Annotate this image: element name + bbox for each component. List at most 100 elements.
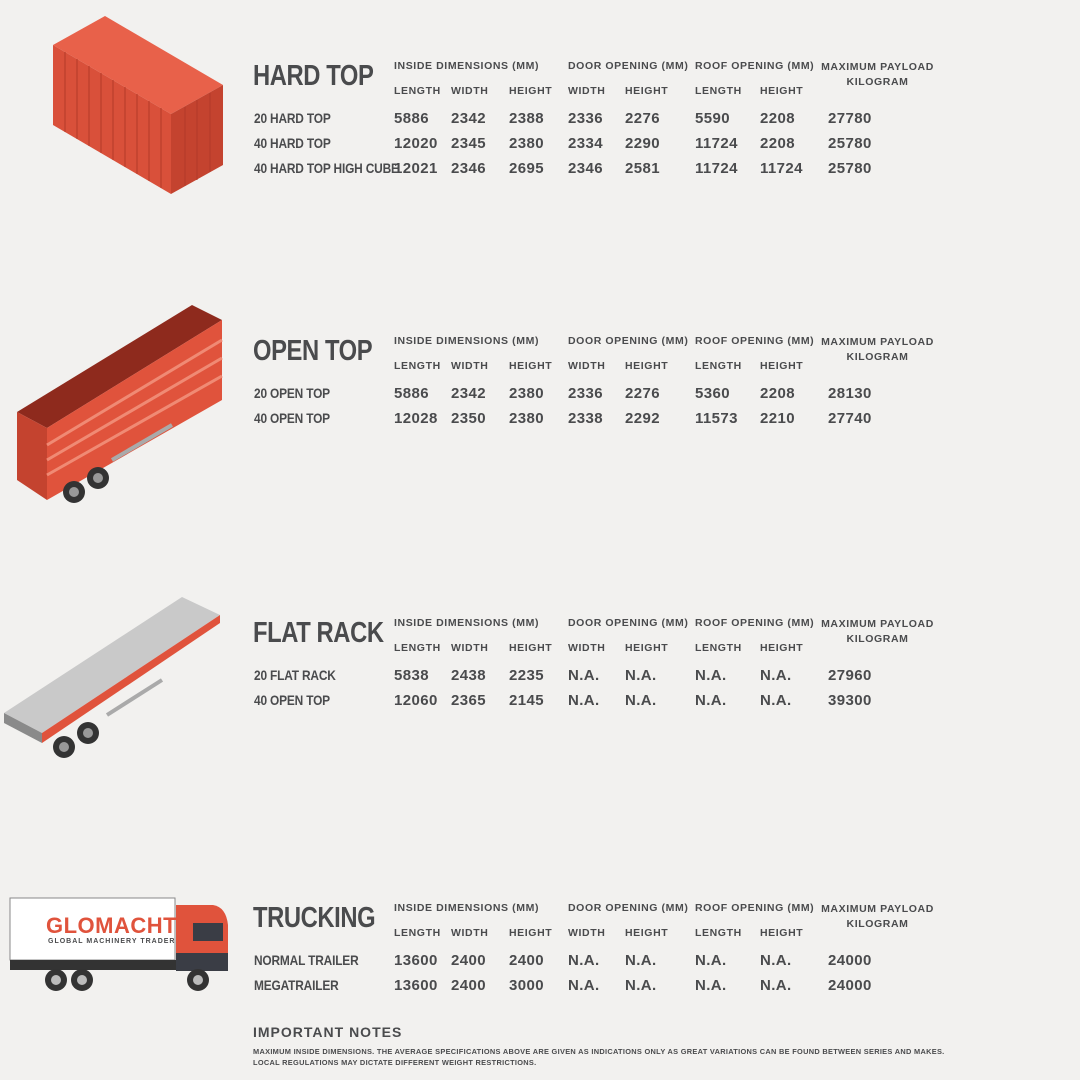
subheader-height: HEIGHT xyxy=(625,642,669,654)
logo-tagline: GLOBAL MACHINERY TRADER xyxy=(48,938,176,945)
subheader-length: LENGTH xyxy=(394,85,441,97)
flat-rack-trailer-illustration xyxy=(4,597,220,758)
row-value: 12060 xyxy=(394,692,438,709)
row-value: 2400 xyxy=(451,977,486,994)
row-value: 27740 xyxy=(828,410,872,427)
notes-line-1: MAXIMUM INSIDE DIMENSIONS. THE AVERAGE S… xyxy=(253,1047,945,1056)
row-value: 5590 xyxy=(695,110,730,127)
row-value: 12020 xyxy=(394,135,438,152)
payload-header: MAXIMUM PAYLOAD KILOGRAM xyxy=(820,335,935,365)
row-value: 2380 xyxy=(509,135,544,152)
payload-header-line1: MAXIMUM PAYLOAD xyxy=(821,61,934,73)
payload-header-line2: KILOGRAM xyxy=(846,918,909,930)
row-value: N.A. xyxy=(568,667,600,684)
roof-opening-header: ROOF OPENING (MM) xyxy=(695,902,815,914)
row-name: 20 OPEN TOP xyxy=(254,385,330,401)
section-open-top: OPEN TOP INSIDE DIMENSIONS (MM) DOOR OPENI… xyxy=(0,335,1080,475)
row-value: 2334 xyxy=(568,135,603,152)
subheader-height: HEIGHT xyxy=(509,360,553,372)
row-value: N.A. xyxy=(625,977,657,994)
subheader-width: WIDTH xyxy=(568,642,606,654)
row-name: 40 HARD TOP HIGH CUBE xyxy=(254,160,399,176)
row-value: 2438 xyxy=(451,667,486,684)
truck-shape xyxy=(9,897,228,991)
row-value: 2208 xyxy=(760,110,795,127)
row-value: 11573 xyxy=(695,410,738,427)
row-name: 20 FLAT RACK xyxy=(254,667,336,683)
section-title: TRUCKING xyxy=(253,902,376,934)
row-value: 2276 xyxy=(625,385,660,402)
row-value: N.A. xyxy=(695,952,727,969)
section-title: FLAT RACK xyxy=(253,617,384,649)
row-value: 27780 xyxy=(828,110,872,127)
row-value: 25780 xyxy=(828,160,872,177)
section-title: HARD TOP xyxy=(253,60,374,92)
row-value: 2235 xyxy=(509,667,544,684)
row-name: MEGATRAILER xyxy=(254,977,339,993)
row-value: 11724 xyxy=(695,160,738,177)
subheader-width: WIDTH xyxy=(568,927,606,939)
payload-header: MAXIMUM PAYLOAD KILOGRAM xyxy=(820,60,935,90)
subheader-width: WIDTH xyxy=(568,85,606,97)
row-value: N.A. xyxy=(625,952,657,969)
row-value: 27960 xyxy=(828,667,872,684)
row-value: 5838 xyxy=(394,667,429,684)
subheader-height: HEIGHT xyxy=(509,927,553,939)
row-value: 3000 xyxy=(509,977,544,994)
row-value: 11724 xyxy=(695,135,738,152)
open-top-trailer-illustration xyxy=(17,305,223,503)
row-name: NORMAL TRAILER xyxy=(254,952,359,968)
row-value: 25780 xyxy=(828,135,872,152)
row-value: 11724 xyxy=(760,160,803,177)
section-flat-rack: FLAT RACK INSIDE DIMENSIONS (MM) DOOR OPEN… xyxy=(0,617,1080,757)
roof-opening-header: ROOF OPENING (MM) xyxy=(695,335,815,347)
row-value: N.A. xyxy=(695,977,727,994)
row-value: 2581 xyxy=(625,160,660,177)
table-row: 40 HARD TOP HIGH CUBE 12021 2346 2695 2346 25… xyxy=(0,160,1080,180)
row-value: 13600 xyxy=(394,952,438,969)
row-value: 2276 xyxy=(625,110,660,127)
payload-header-line1: MAXIMUM PAYLOAD xyxy=(821,336,934,348)
inside-dimensions-header: INSIDE DIMENSIONS (MM) xyxy=(394,902,540,914)
subheader-length: LENGTH xyxy=(394,360,441,372)
row-value: 2380 xyxy=(509,410,544,427)
row-value: 2145 xyxy=(509,692,544,709)
row-name: 40 OPEN TOP xyxy=(254,410,330,426)
row-value: 2350 xyxy=(451,410,486,427)
inside-dimensions-header: INSIDE DIMENSIONS (MM) xyxy=(394,335,540,347)
payload-header-line2: KILOGRAM xyxy=(846,76,909,88)
row-value: 2336 xyxy=(568,110,603,127)
subheader-length: LENGTH xyxy=(695,360,742,372)
subheader-height: HEIGHT xyxy=(760,642,804,654)
row-value: 2695 xyxy=(509,160,544,177)
row-name: 20 HARD TOP xyxy=(254,110,331,126)
door-opening-header: DOOR OPENING (MM) xyxy=(568,335,689,347)
door-opening-header: DOOR OPENING (MM) xyxy=(568,902,689,914)
payload-header-line1: MAXIMUM PAYLOAD xyxy=(821,618,934,630)
subheader-length: LENGTH xyxy=(394,927,441,939)
subheader-height: HEIGHT xyxy=(760,360,804,372)
row-value: 2292 xyxy=(625,410,660,427)
row-value: N.A. xyxy=(625,692,657,709)
row-value: 12021 xyxy=(394,160,438,177)
payload-header-line1: MAXIMUM PAYLOAD xyxy=(821,903,934,915)
row-value: 2365 xyxy=(451,692,486,709)
payload-header: MAXIMUM PAYLOAD KILOGRAM xyxy=(820,902,935,932)
section-hard-top: HARD TOP INSIDE DIMENSIONS (MM) DOOR OPENI… xyxy=(0,60,1080,200)
row-value: 2210 xyxy=(760,410,795,427)
row-name: 40 HARD TOP xyxy=(254,135,331,151)
subheader-height: HEIGHT xyxy=(625,85,669,97)
row-value: 2380 xyxy=(509,385,544,402)
subheader-height: HEIGHT xyxy=(625,927,669,939)
subheader-width: WIDTH xyxy=(568,360,606,372)
notes-line-2: LOCAL REGULATIONS MAY DICTATE DIFFERENT … xyxy=(253,1058,537,1067)
subheader-length: LENGTH xyxy=(695,85,742,97)
table-row: 40 HARD TOP 12020 2345 2380 2334 2290 11724 220… xyxy=(0,135,1080,155)
subheader-width: WIDTH xyxy=(451,642,489,654)
row-value: 2338 xyxy=(568,410,603,427)
payload-header: MAXIMUM PAYLOAD KILOGRAM xyxy=(820,617,935,647)
row-value: N.A. xyxy=(568,977,600,994)
row-value: 2345 xyxy=(451,135,486,152)
table-row: MEGATRAILER 13600 2400 3000 N.A. N.A. N.A. N.A.… xyxy=(0,977,1080,997)
